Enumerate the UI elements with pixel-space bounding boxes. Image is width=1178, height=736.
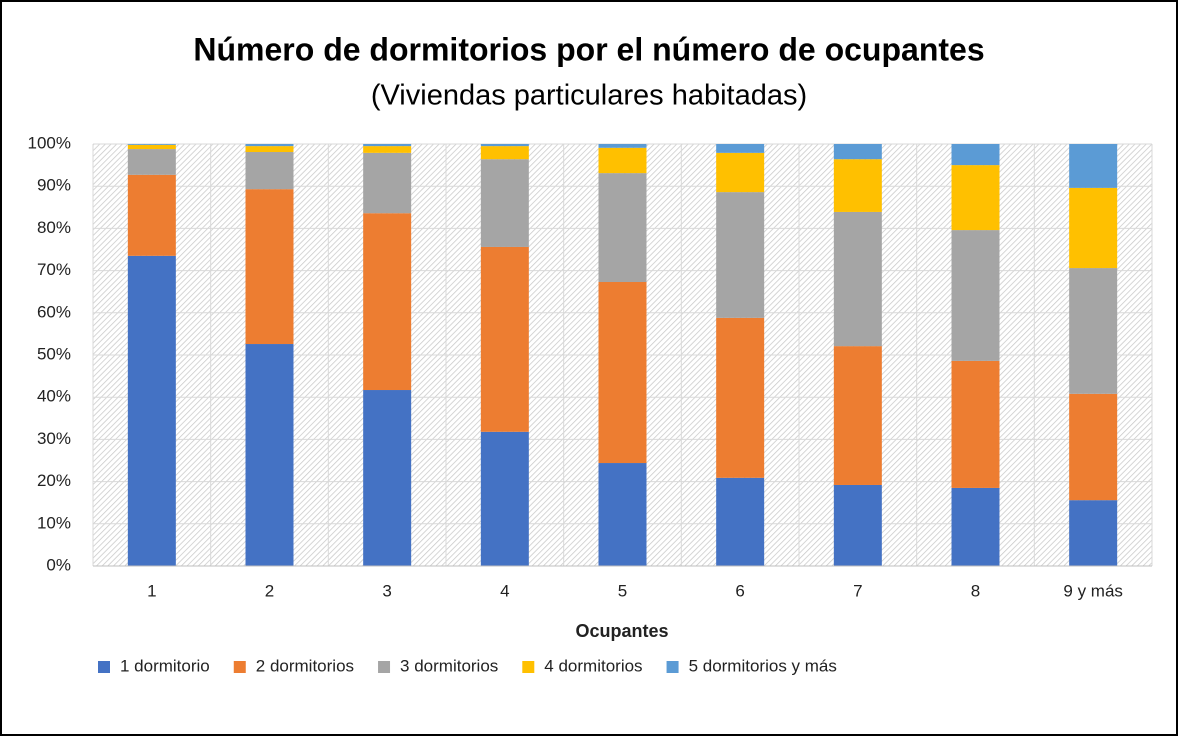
legend-swatch xyxy=(233,661,246,673)
bar-segment xyxy=(480,146,529,160)
x-tick-label: 2 xyxy=(265,581,274,600)
bar-segment xyxy=(598,144,647,148)
bar-segment xyxy=(1069,144,1118,188)
x-tick-label: 7 xyxy=(853,581,862,600)
bar-segment xyxy=(951,360,1000,488)
bar-segment xyxy=(1069,187,1118,269)
legend-swatch xyxy=(666,661,679,673)
bar-segment xyxy=(1069,393,1118,501)
legend-swatch xyxy=(378,661,391,673)
x-tick-label: 6 xyxy=(735,581,744,600)
bar-segment xyxy=(245,189,294,345)
bar-segment xyxy=(127,144,176,145)
bar-segment xyxy=(598,463,647,566)
bar-segment xyxy=(127,174,176,256)
legend-swatch xyxy=(98,661,110,673)
y-tick-label: 10% xyxy=(37,513,71,532)
bar-segment xyxy=(363,144,412,147)
bar-segment xyxy=(833,484,882,566)
bar-segment xyxy=(716,477,765,566)
legend-label: 2 dormitorios xyxy=(256,656,354,675)
bar-segment xyxy=(716,317,765,478)
bar-segment xyxy=(245,344,294,566)
bar-segment xyxy=(951,165,1000,231)
x-axis-label: Ocupantes xyxy=(575,621,668,641)
bar-segment xyxy=(480,246,529,432)
bar-segment xyxy=(245,152,294,190)
bar-segment xyxy=(480,431,529,566)
bar-segment xyxy=(951,487,1000,566)
y-tick-label: 20% xyxy=(37,471,71,490)
y-tick-label: 50% xyxy=(37,344,71,363)
bar-segment xyxy=(951,144,1000,166)
bar-segment xyxy=(598,173,647,282)
chart-subtitle: (Viviendas particulares habitadas) xyxy=(371,80,807,112)
bar-segment xyxy=(716,192,765,318)
bar-segment xyxy=(245,146,294,153)
bar-segment xyxy=(833,211,882,347)
bar-segment xyxy=(1069,500,1118,566)
y-tick-label: 60% xyxy=(37,302,71,321)
legend-label: 4 dormitorios xyxy=(544,656,642,675)
bar-segment xyxy=(245,144,294,147)
bar-segment xyxy=(363,152,412,214)
x-tick-label: 3 xyxy=(382,581,391,600)
legend-swatch xyxy=(522,661,535,673)
x-tick-label: 9 y más xyxy=(1063,581,1123,600)
bar-segment xyxy=(480,159,529,247)
bar-segment xyxy=(127,149,176,175)
bar-segment xyxy=(127,144,176,150)
y-tick-label: 90% xyxy=(37,176,71,195)
x-tick-label: 5 xyxy=(618,581,627,600)
bar-segment xyxy=(363,146,412,153)
x-tick-label: 4 xyxy=(500,581,509,600)
bar-segment xyxy=(127,255,176,566)
bar-segment xyxy=(480,144,529,147)
bar-segment xyxy=(363,390,412,566)
y-tick-label: 100% xyxy=(28,133,71,152)
bar-segment xyxy=(363,213,412,391)
x-tick-label: 1 xyxy=(147,581,156,600)
y-tick-label: 40% xyxy=(37,387,71,406)
x-tick-label: 8 xyxy=(971,581,980,600)
bar-segment xyxy=(833,144,882,160)
legend-label: 5 dormitorios y más xyxy=(689,656,837,675)
bar-segment xyxy=(716,152,765,193)
y-tick-label: 0% xyxy=(46,555,71,574)
bar-segment xyxy=(598,281,647,464)
legend-label: 3 dormitorios xyxy=(400,656,498,675)
chart-title: Número de dormitorios por el número de o… xyxy=(193,31,984,67)
bar-segment xyxy=(833,159,882,212)
legend-label: 1 dormitorio xyxy=(120,656,210,675)
y-tick-label: 80% xyxy=(37,218,71,237)
bar-segment xyxy=(716,144,765,153)
bar-segment xyxy=(951,230,1000,361)
bar-segment xyxy=(598,147,647,174)
y-tick-label: 30% xyxy=(37,429,71,448)
bar-segment xyxy=(833,346,882,485)
bar-segment xyxy=(1069,268,1118,394)
y-tick-label: 70% xyxy=(37,260,71,279)
